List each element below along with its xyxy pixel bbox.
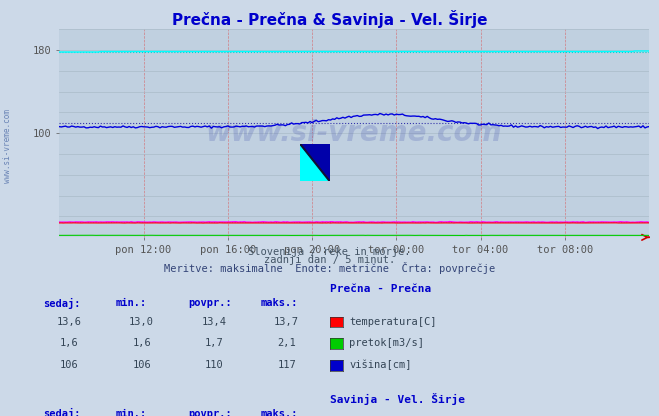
Text: 1,7: 1,7 [205,338,223,348]
Text: Slovenija / reke in morje.: Slovenija / reke in morje. [248,247,411,257]
Text: povpr.:: povpr.: [188,298,231,308]
Text: 1,6: 1,6 [60,338,78,348]
Text: 117: 117 [277,360,296,370]
Text: sedaj:: sedaj: [43,298,80,309]
Text: 110: 110 [205,360,223,370]
Text: www.si-vreme.com: www.si-vreme.com [206,119,502,147]
Text: Savinja - Vel. Širje: Savinja - Vel. Širje [330,394,465,406]
Text: pretok[m3/s]: pretok[m3/s] [349,338,424,348]
Text: temperatura[C]: temperatura[C] [349,317,437,327]
Text: povpr.:: povpr.: [188,409,231,416]
Text: Prečna - Prečna: Prečna - Prečna [330,284,431,294]
Text: Meritve: maksimalne  Enote: metrične  Črta: povprečje: Meritve: maksimalne Enote: metrične Črta… [164,262,495,274]
Text: www.si-vreme.com: www.si-vreme.com [3,109,13,183]
Text: 13,7: 13,7 [274,317,299,327]
Text: 13,0: 13,0 [129,317,154,327]
Text: min.:: min.: [115,298,146,308]
Polygon shape [300,144,330,181]
Text: Prečna - Prečna & Savinja - Vel. Širje: Prečna - Prečna & Savinja - Vel. Širje [172,10,487,28]
Text: višina[cm]: višina[cm] [349,359,412,370]
Text: 13,4: 13,4 [202,317,227,327]
Polygon shape [300,144,330,181]
Text: sedaj:: sedaj: [43,408,80,416]
Text: 106: 106 [60,360,78,370]
Text: maks.:: maks.: [260,298,298,308]
Text: 106: 106 [132,360,151,370]
Text: 2,1: 2,1 [277,338,296,348]
Text: min.:: min.: [115,409,146,416]
Text: zadnji dan / 5 minut.: zadnji dan / 5 minut. [264,255,395,265]
Text: 1,6: 1,6 [132,338,151,348]
Text: maks.:: maks.: [260,409,298,416]
Text: 13,6: 13,6 [57,317,82,327]
